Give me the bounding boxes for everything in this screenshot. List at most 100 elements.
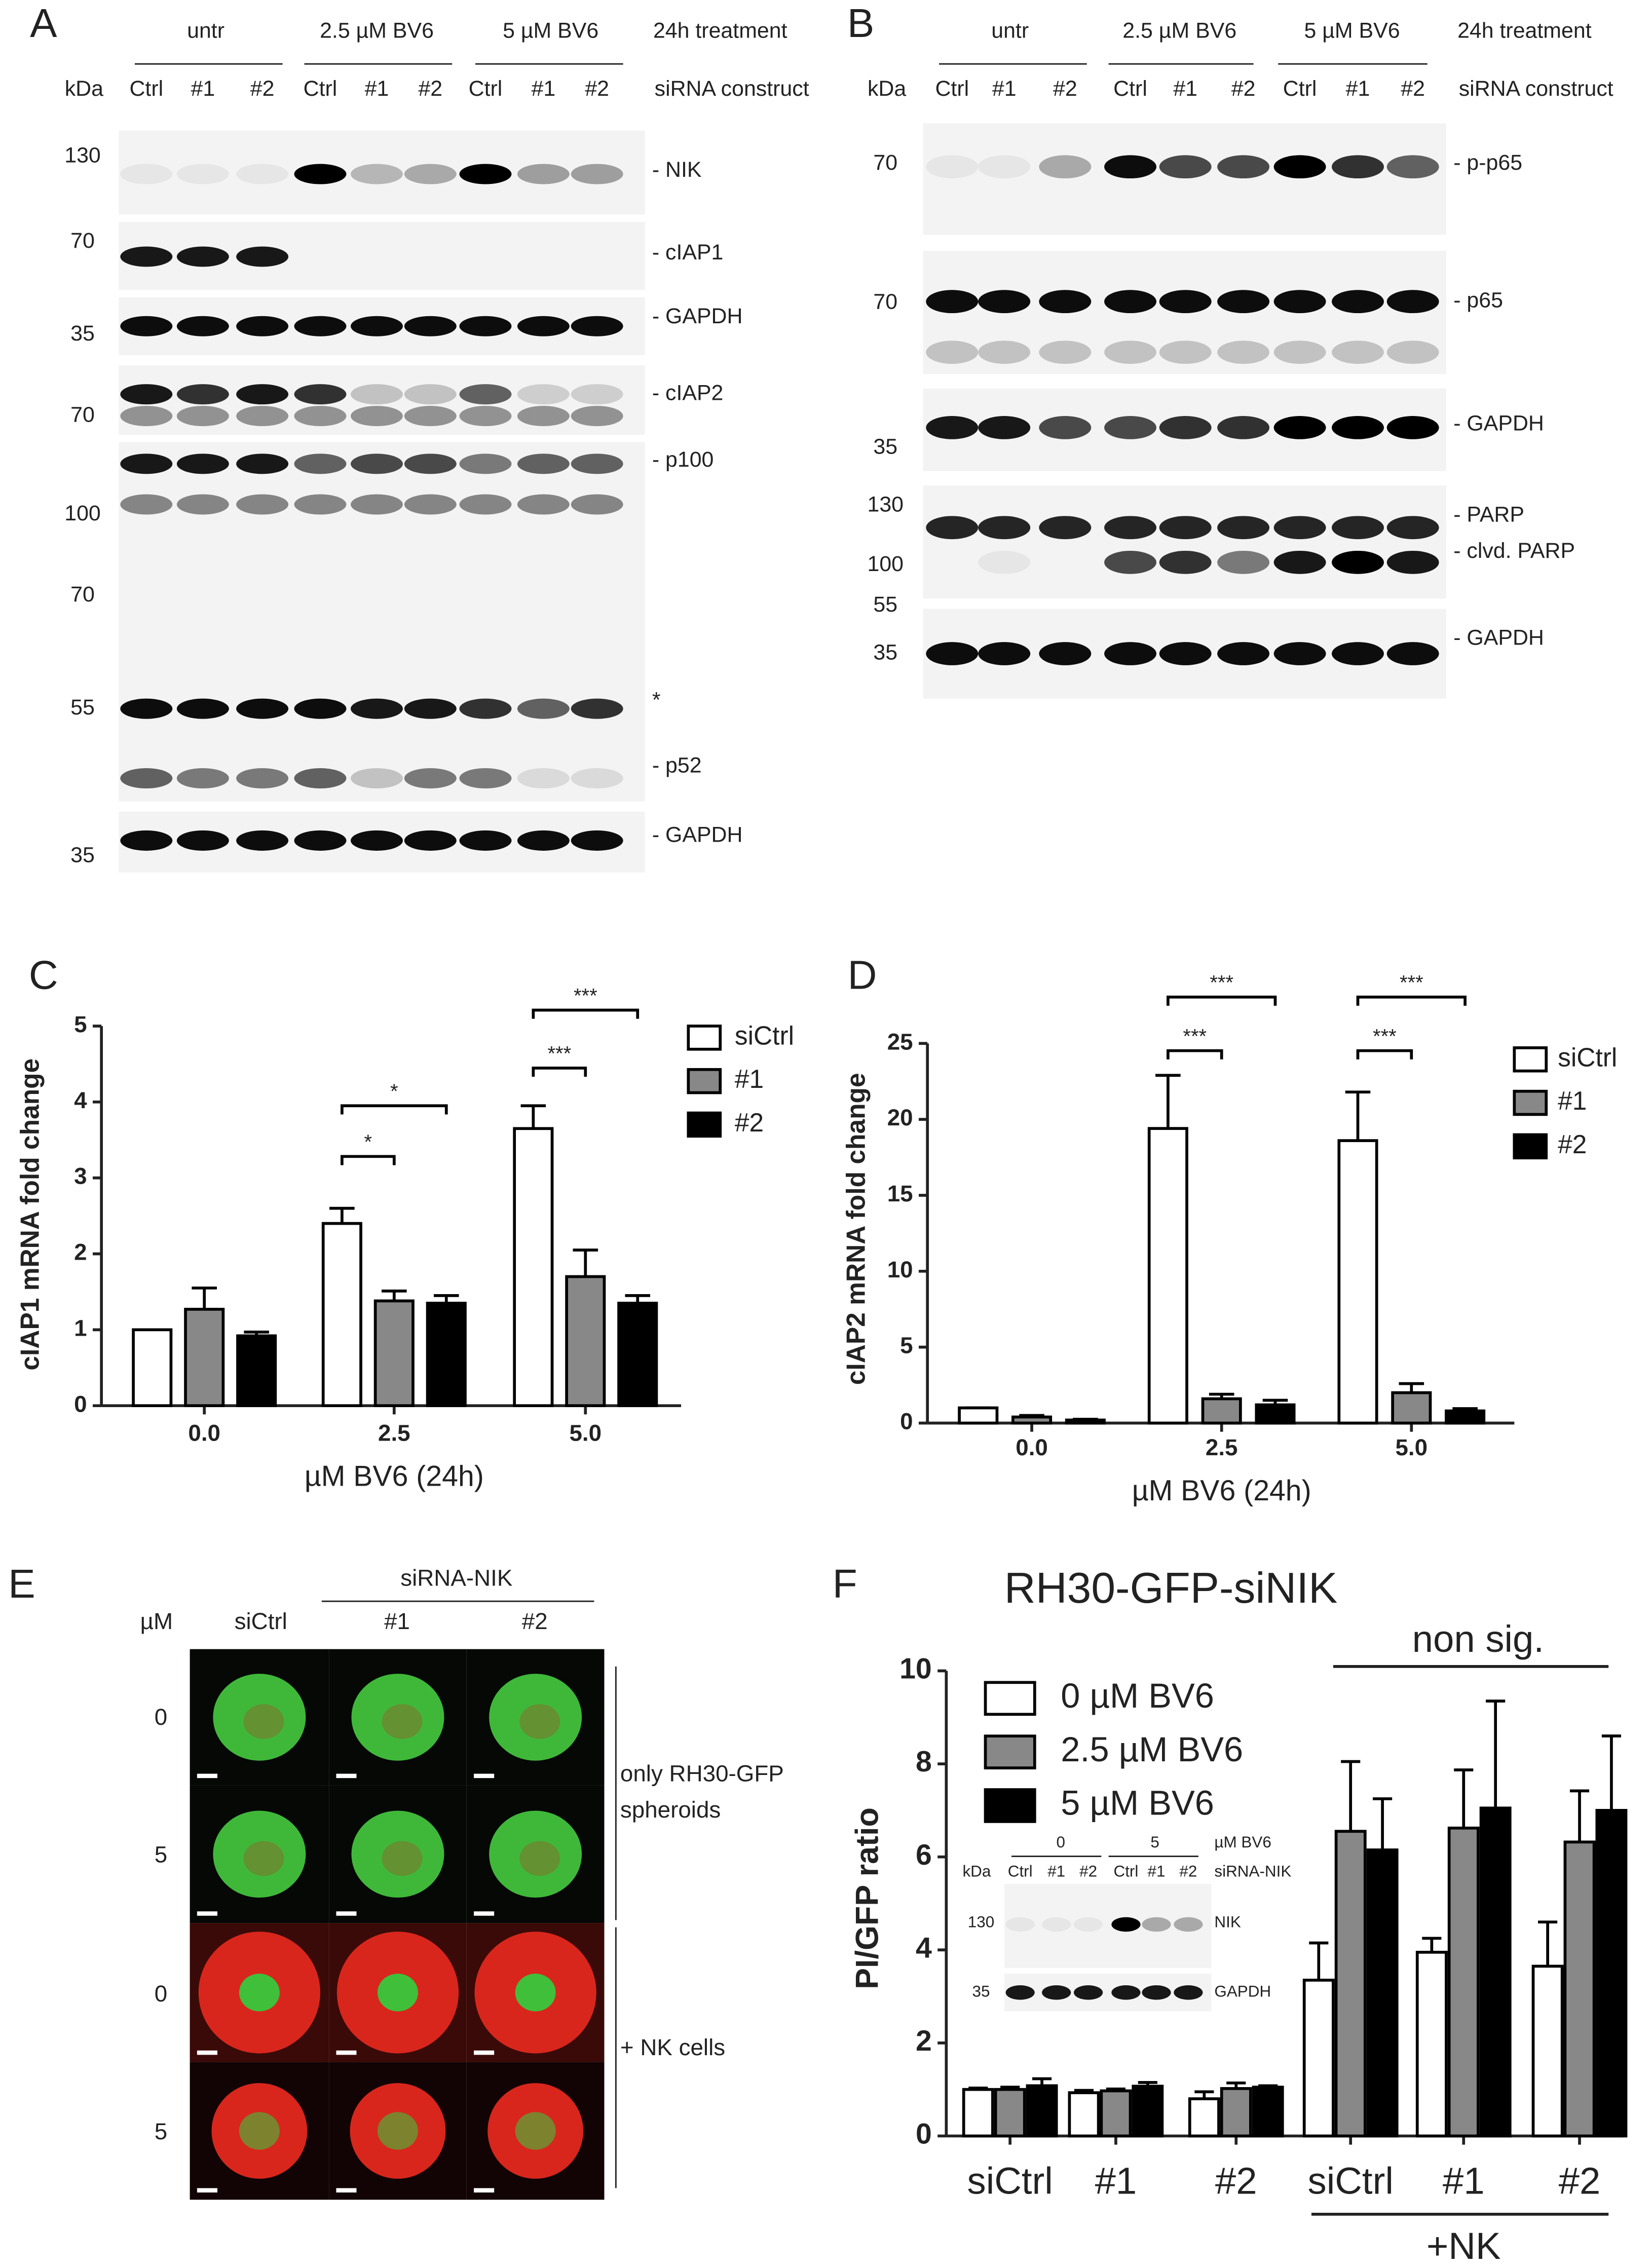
protein-label: * (652, 688, 661, 712)
x-tick-label: 2.5 (1206, 1434, 1238, 1460)
blot-band (1104, 416, 1156, 439)
bar (1065, 1418, 1106, 1425)
blot-band (1142, 1985, 1171, 2000)
y-axis-label: PI/GFP ratio (849, 1807, 885, 1989)
blot-band (926, 551, 978, 574)
error-bar (1601, 1734, 1622, 1810)
blot-band (517, 830, 570, 851)
blot-band (120, 384, 173, 405)
blot-band (517, 494, 570, 515)
blot-band (571, 768, 623, 788)
blot-band (571, 494, 623, 515)
blot-band (1217, 516, 1270, 540)
x-tick-label: #1 (1095, 2160, 1137, 2202)
blot-band (1159, 642, 1212, 665)
blot-band (236, 246, 289, 267)
chart-title: RH30-GFP-siNIK (1004, 1564, 1338, 1612)
lane-label: Ctrl (129, 77, 163, 101)
protein-label: - p100 (652, 447, 714, 472)
blot-band (120, 830, 173, 851)
blot-band (294, 384, 347, 405)
blot-band (236, 406, 289, 427)
blot-band (236, 453, 289, 474)
significance-label: * (390, 1080, 398, 1103)
marker-label: 70 (70, 402, 95, 427)
blot-band (978, 642, 1031, 665)
bar (373, 1299, 415, 1408)
blot-band (1273, 290, 1326, 314)
error-bar (1345, 1090, 1371, 1141)
scale-bar (474, 1773, 495, 1779)
blot-band (351, 406, 403, 427)
marker-label: 70 (70, 229, 95, 253)
lane-label: #2 (250, 77, 275, 101)
bar (565, 1275, 606, 1408)
lane-label: #1 (1346, 77, 1370, 101)
blot-band (926, 642, 979, 665)
blot-band (1104, 550, 1156, 574)
lane-label: #2 (1179, 1862, 1197, 1880)
x-tick-label: #2 (1215, 2160, 1257, 2202)
blot-band (351, 830, 403, 851)
condition-label: spheroids (620, 1797, 721, 1823)
legend-swatch (984, 1681, 1036, 1716)
x-tick-label: siCtrl (1308, 2160, 1394, 2202)
legend-label: 2.5 µM BV6 (1061, 1730, 1243, 1769)
bar (1068, 2091, 1100, 2138)
y-tick-label: 2 (916, 2025, 932, 2057)
kda-label: kDa (868, 77, 906, 101)
blot-band (404, 246, 457, 267)
error-bar (192, 1287, 217, 1309)
legend-label: #1 (735, 1064, 764, 1093)
bar (426, 1302, 467, 1408)
blot-band (1005, 1985, 1035, 2000)
x-tick-label: #1 (1443, 2160, 1485, 2202)
treatment-title: µM BV6 (1214, 1833, 1271, 1851)
significance-bracket (1167, 1049, 1223, 1060)
protein-label: - GAPDH (1453, 411, 1544, 436)
y-tick-label: 8 (916, 1746, 932, 1778)
legend-swatch (687, 1111, 722, 1138)
legend-swatch (984, 1734, 1036, 1769)
blot-band (1159, 155, 1212, 179)
blot-band (1217, 642, 1270, 665)
protein-label: - GAPDH (652, 304, 743, 328)
bar (1302, 1979, 1335, 2138)
bar (236, 1334, 277, 1408)
blot-band (1273, 516, 1326, 540)
column-label: #1 (384, 1608, 410, 1634)
y-tick-label: 0 (900, 1409, 913, 1434)
blot-band (294, 453, 347, 474)
blot-band (1005, 1917, 1035, 1932)
significance-bracket (1356, 1049, 1413, 1060)
spheroid-core (515, 2112, 556, 2150)
legend-swatch (984, 1788, 1036, 1823)
blot-band (236, 316, 289, 336)
blot-band (978, 290, 1031, 314)
treatment-label: 0 (1057, 1833, 1065, 1851)
blot-band (294, 494, 347, 515)
bar (184, 1308, 225, 1408)
marker-label: 35 (873, 640, 897, 664)
group-label: +NK (1426, 2225, 1501, 2267)
bar (958, 1406, 999, 1425)
bar (1220, 2087, 1252, 2138)
column-group: siRNA-NIK (400, 1565, 512, 1591)
blot-band (176, 453, 229, 474)
protein-label: - NIK (652, 158, 702, 182)
y-tick-label: 1 (74, 1315, 87, 1341)
blot-band (1386, 155, 1439, 179)
marker-label: 130 (64, 143, 101, 167)
blot-band (120, 246, 173, 267)
lane-label: #2 (1079, 1862, 1097, 1880)
blot-band (1174, 1917, 1203, 1932)
blot-band (459, 768, 512, 788)
bar (1563, 1840, 1596, 2138)
significance-label: *** (1183, 1025, 1207, 1047)
blot-band (978, 416, 1031, 439)
blot-band (351, 698, 403, 719)
spheroid-core (382, 1704, 423, 1739)
blot-band (1273, 341, 1326, 364)
blot-band (978, 155, 1031, 179)
marker-label: 100 (867, 552, 904, 576)
